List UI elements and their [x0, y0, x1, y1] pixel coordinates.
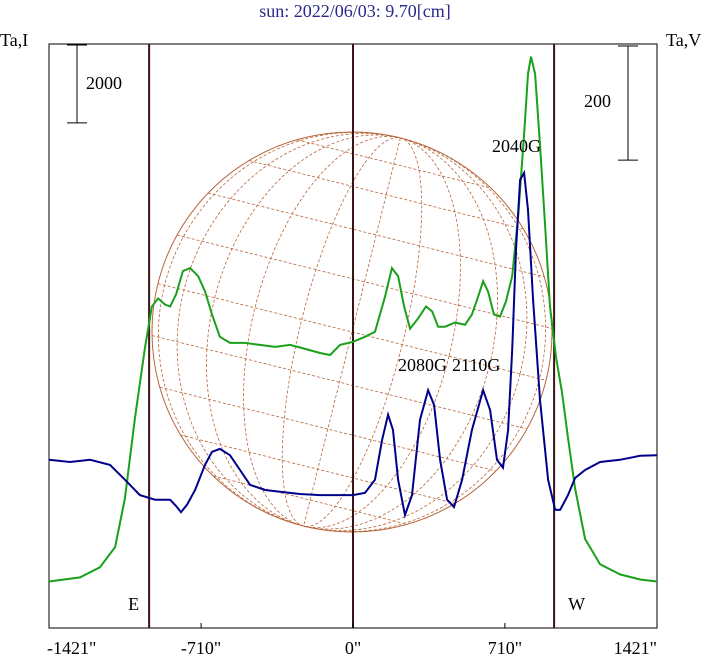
annotation: 2080G: [398, 355, 447, 375]
scale-bar-label: 2000: [86, 73, 122, 93]
parallel: [176, 234, 553, 329]
solar-disk: [151, 131, 553, 533]
x-tick-label: -1421": [47, 638, 96, 658]
x-tick-label: -710": [181, 638, 221, 658]
parallel: [208, 192, 545, 278]
annotation: 2110G: [452, 355, 500, 375]
chart-title: sun: 2022/06/03: 9.70[cm]: [259, 1, 451, 21]
parallel: [159, 386, 496, 472]
parallel: [248, 160, 524, 230]
scale-bar-label: 200: [584, 91, 611, 111]
series-line: [48, 169, 658, 519]
parallel: [296, 139, 492, 189]
parallel: [180, 434, 456, 504]
x-tick-label: 0": [345, 638, 361, 658]
limb-label: W: [568, 594, 585, 614]
series-line: [48, 56, 658, 583]
parallel: [151, 335, 528, 430]
parallel: [212, 475, 408, 525]
annotation: 2040G: [492, 136, 541, 156]
x-tick-label: 1421": [614, 638, 657, 658]
x-tick-label: 710": [488, 638, 522, 658]
y-axis-label: Ta,I: [0, 30, 28, 50]
limb-label: E: [128, 594, 139, 614]
y2-axis-label: Ta,V: [666, 30, 701, 50]
